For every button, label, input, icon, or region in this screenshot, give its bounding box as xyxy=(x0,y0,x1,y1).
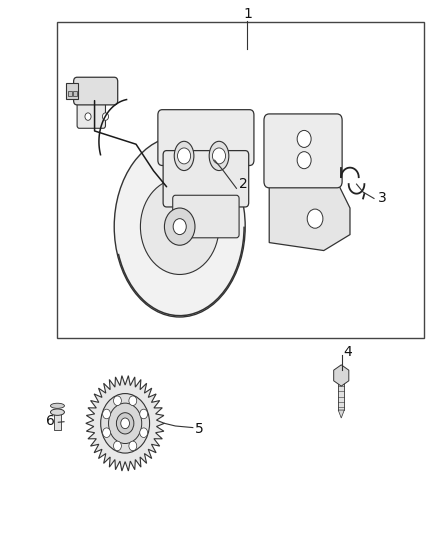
Bar xyxy=(54,411,61,430)
Circle shape xyxy=(109,403,142,443)
Circle shape xyxy=(307,209,323,228)
Circle shape xyxy=(113,396,121,406)
Text: 4: 4 xyxy=(343,344,352,359)
Bar xyxy=(68,91,72,96)
Circle shape xyxy=(102,428,110,438)
Circle shape xyxy=(140,428,148,438)
Circle shape xyxy=(164,208,195,245)
FancyBboxPatch shape xyxy=(74,77,118,105)
FancyBboxPatch shape xyxy=(264,114,342,188)
Ellipse shape xyxy=(209,141,229,171)
Bar xyxy=(338,374,344,410)
Circle shape xyxy=(297,152,311,168)
Polygon shape xyxy=(338,410,344,418)
FancyBboxPatch shape xyxy=(158,110,254,165)
Ellipse shape xyxy=(50,409,64,415)
Circle shape xyxy=(177,148,191,164)
Text: 2: 2 xyxy=(239,177,247,191)
Circle shape xyxy=(297,131,311,148)
Circle shape xyxy=(101,393,150,453)
Circle shape xyxy=(212,148,226,164)
Ellipse shape xyxy=(50,403,64,408)
FancyBboxPatch shape xyxy=(77,98,106,128)
FancyBboxPatch shape xyxy=(173,195,239,238)
Circle shape xyxy=(129,441,137,451)
Text: 3: 3 xyxy=(378,191,387,205)
Circle shape xyxy=(102,409,110,419)
FancyBboxPatch shape xyxy=(163,151,249,207)
Ellipse shape xyxy=(114,136,245,317)
Text: 6: 6 xyxy=(46,414,55,427)
Circle shape xyxy=(173,219,186,235)
Polygon shape xyxy=(269,181,350,251)
Circle shape xyxy=(113,441,121,451)
Ellipse shape xyxy=(174,141,194,171)
Bar xyxy=(66,83,78,99)
Text: 1: 1 xyxy=(243,7,252,21)
Circle shape xyxy=(117,413,134,434)
Circle shape xyxy=(129,396,137,406)
Bar xyxy=(57,22,424,338)
Circle shape xyxy=(102,113,109,120)
Circle shape xyxy=(141,179,219,274)
Polygon shape xyxy=(86,376,164,471)
Bar xyxy=(73,91,77,96)
Circle shape xyxy=(121,418,130,429)
Circle shape xyxy=(85,113,91,120)
Text: 5: 5 xyxy=(195,422,204,435)
Circle shape xyxy=(140,409,148,419)
